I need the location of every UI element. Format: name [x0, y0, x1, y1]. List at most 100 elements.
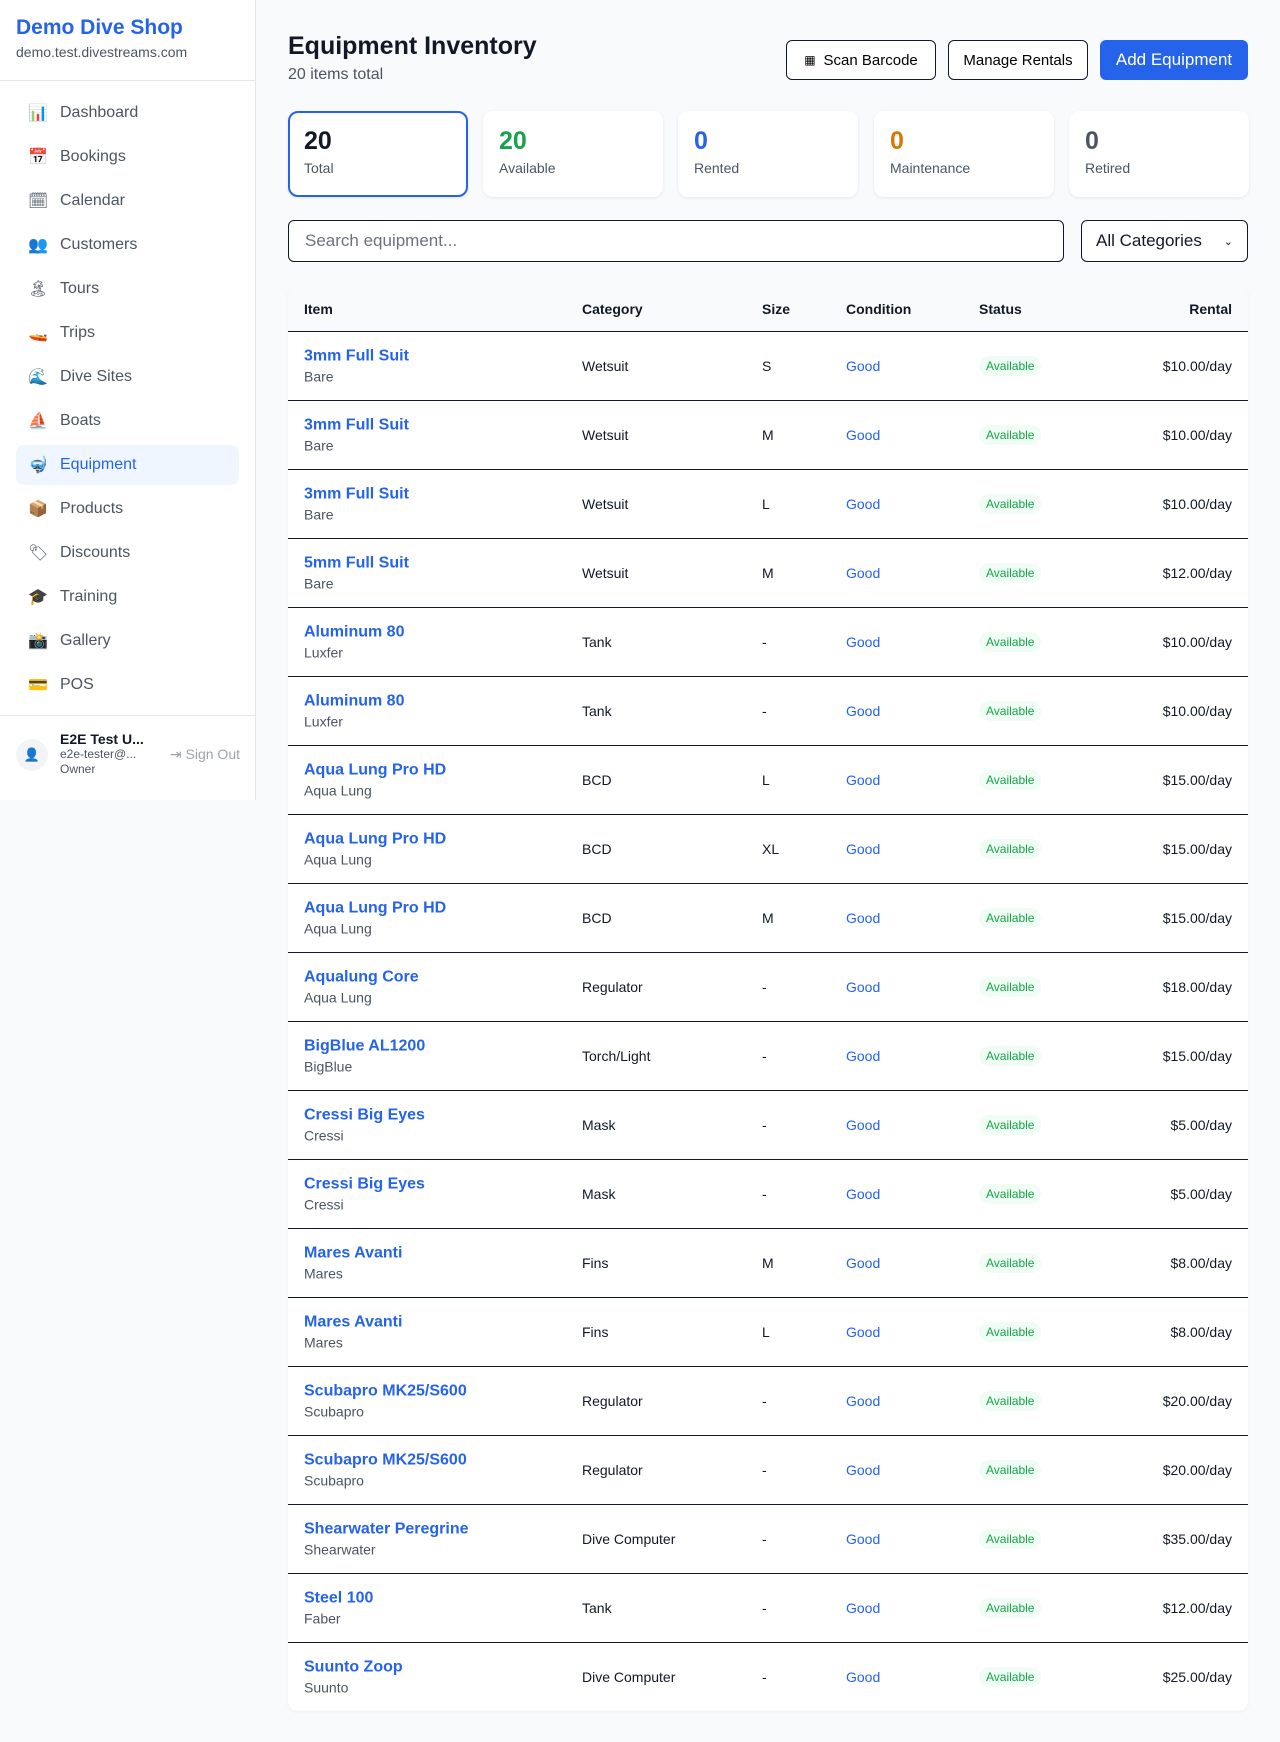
sidebar-item-gallery[interactable]: 📸 Gallery — [16, 621, 239, 661]
sign-out-button[interactable]: ⇥ Sign Out — [170, 746, 240, 763]
category-select[interactable]: All Categories ⌄ — [1081, 220, 1248, 262]
item-brand: Mares — [304, 1334, 343, 1351]
sidebar-item-dashboard[interactable]: 📊 Dashboard — [16, 93, 239, 133]
boats-icon: ⛵ — [28, 413, 48, 430]
table-row: Mares Avanti Mares Fins M Good Available … — [288, 1228, 1248, 1297]
item-size: - — [762, 1186, 767, 1202]
item-name-link[interactable]: 3mm Full Suit — [304, 485, 409, 503]
item-condition: Good — [846, 634, 881, 650]
item-brand: Faber — [304, 1610, 341, 1627]
item-name-link[interactable]: Mares Avanti — [304, 1313, 403, 1331]
item-name-link[interactable]: Suunto Zoop — [304, 1658, 403, 1676]
sidebar-item-label: Calendar — [60, 192, 125, 209]
sidebar-item-customers[interactable]: 👥 Customers — [16, 225, 239, 265]
item-name-link[interactable]: Scubapro MK25/S600 — [304, 1451, 467, 1469]
stat-card-total[interactable]: 20 Total — [288, 111, 468, 197]
item-brand: Aqua Lung — [304, 920, 372, 937]
shop-name[interactable]: Demo Dive Shop — [16, 16, 183, 39]
sidebar-item-label: Trips — [60, 324, 95, 341]
add-equipment-button[interactable]: Add Equipment — [1100, 40, 1248, 80]
status-badge: Available — [979, 701, 1042, 721]
table-row: Aqua Lung Pro HD Aqua Lung BCD XL Good Av… — [288, 814, 1248, 883]
item-rental-price: $15.00/day — [1162, 841, 1232, 857]
item-rental-price: $12.00/day — [1162, 1600, 1232, 1616]
item-condition: Good — [846, 1669, 881, 1685]
table-row: Aqualung Core Aqua Lung Regulator - Good … — [288, 952, 1248, 1021]
item-name-link[interactable]: Scubapro MK25/S600 — [304, 1382, 467, 1400]
item-brand: Mares — [304, 1265, 343, 1282]
item-name-link[interactable]: Aluminum 80 — [304, 623, 405, 641]
manage-rentals-button[interactable]: Manage Rentals — [948, 40, 1088, 80]
item-name-link[interactable]: 5mm Full Suit — [304, 554, 409, 572]
item-size: L — [762, 496, 770, 512]
item-brand: Aqua Lung — [304, 851, 372, 868]
item-size: L — [762, 772, 770, 788]
scan-barcode-button[interactable]: ▦ Scan Barcode — [786, 40, 936, 80]
item-condition: Good — [846, 1117, 881, 1133]
stat-card-retired[interactable]: 0 Retired — [1069, 111, 1249, 197]
stat-value: 0 — [694, 127, 708, 155]
bookings-icon: 📅 — [28, 149, 48, 166]
sidebar-item-products[interactable]: 📦 Products — [16, 489, 239, 529]
item-rental-price: $5.00/day — [1170, 1117, 1233, 1133]
item-condition: Good — [846, 1048, 881, 1064]
table-row: 3mm Full Suit Bare Wetsuit L Good Availab… — [288, 469, 1248, 538]
sidebar-item-label: Bookings — [60, 148, 126, 165]
table-row: Cressi Big Eyes Cressi Mask - Good Availa… — [288, 1090, 1248, 1159]
sidebar-item-boats[interactable]: ⛵ Boats — [16, 401, 239, 441]
item-brand: Bare — [304, 368, 334, 385]
item-brand: Shearwater — [304, 1541, 376, 1558]
sidebar-item-bookings[interactable]: 📅 Bookings — [16, 137, 239, 177]
item-name-link[interactable]: Aqualung Core — [304, 968, 419, 986]
search-input[interactable] — [288, 220, 1064, 262]
item-name-link[interactable]: 3mm Full Suit — [304, 416, 409, 434]
item-brand: Aqua Lung — [304, 782, 372, 799]
item-brand: Scubapro — [304, 1472, 364, 1489]
stat-card-available[interactable]: 20 Available — [483, 111, 663, 197]
item-condition: Good — [846, 772, 881, 788]
item-category: Wetsuit — [582, 358, 629, 374]
sidebar-item-trips[interactable]: 🚤 Trips — [16, 313, 239, 353]
item-name-link[interactable]: Aqua Lung Pro HD — [304, 899, 447, 917]
sidebar-item-equipment[interactable]: 🤿 Equipment — [16, 445, 239, 485]
sidebar-item-label: Customers — [60, 236, 138, 253]
item-rental-price: $10.00/day — [1162, 703, 1232, 719]
item-name-link[interactable]: Mares Avanti — [304, 1244, 403, 1262]
item-size: M — [762, 565, 774, 581]
item-condition: Good — [846, 1393, 881, 1409]
item-name-link[interactable]: Steel 100 — [304, 1589, 374, 1607]
column-header-category: Category — [582, 301, 643, 317]
item-brand: Cressi — [304, 1127, 344, 1144]
item-name-link[interactable]: Cressi Big Eyes — [304, 1106, 425, 1124]
item-name-link[interactable]: Aqua Lung Pro HD — [304, 761, 447, 779]
status-badge: Available — [979, 839, 1042, 859]
user-info: E2E Test U... e2e-tester@... Owner — [60, 732, 170, 777]
sidebar: Demo Dive Shop demo.test.divestreams.com… — [0, 0, 256, 800]
status-badge: Available — [979, 1322, 1042, 1342]
item-rental-price: $8.00/day — [1170, 1255, 1233, 1271]
item-rental-price: $20.00/day — [1162, 1462, 1232, 1478]
item-rental-price: $15.00/day — [1162, 910, 1232, 926]
user-email: e2e-tester@... — [60, 747, 137, 761]
item-name-link[interactable]: Aluminum 80 — [304, 692, 405, 710]
status-badge: Available — [979, 1460, 1042, 1480]
tours-icon: 🏝 — [28, 281, 49, 298]
sidebar-item-dive-sites[interactable]: 🌊 Dive Sites — [16, 357, 239, 397]
sidebar-item-tours[interactable]: 🏝 Tours — [16, 269, 239, 309]
item-size: M — [762, 1255, 774, 1271]
status-badge: Available — [979, 1598, 1042, 1618]
stat-card-maintenance[interactable]: 0 Maintenance — [874, 111, 1054, 197]
sidebar-item-training[interactable]: 🎓 Training — [16, 577, 239, 617]
item-name-link[interactable]: 3mm Full Suit — [304, 347, 409, 365]
stat-card-rented[interactable]: 0 Rented — [678, 111, 858, 197]
item-name-link[interactable]: Shearwater Peregrine — [304, 1520, 469, 1538]
discounts-icon: 🏷 — [28, 545, 49, 562]
item-name-link[interactable]: BigBlue AL1200 — [304, 1037, 426, 1055]
item-name-link[interactable]: Cressi Big Eyes — [304, 1175, 425, 1193]
item-name-link[interactable]: Aqua Lung Pro HD — [304, 830, 447, 848]
stat-label: Total — [304, 160, 334, 176]
sidebar-item-pos[interactable]: 💳 POS — [16, 665, 239, 705]
sidebar-item-discounts[interactable]: 🏷 Discounts — [16, 533, 239, 573]
calendar-icon: 🗓 — [28, 193, 49, 210]
sidebar-item-calendar[interactable]: 🗓 Calendar — [16, 181, 239, 221]
